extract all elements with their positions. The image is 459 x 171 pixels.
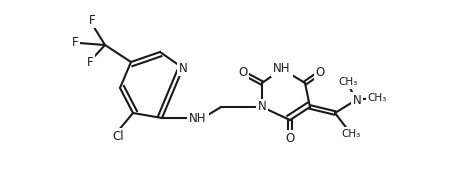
Text: N: N bbox=[257, 101, 266, 114]
Text: CH₃: CH₃ bbox=[341, 129, 360, 139]
Text: Cl: Cl bbox=[112, 129, 123, 142]
Text: N: N bbox=[178, 62, 187, 75]
Text: F: F bbox=[86, 56, 93, 69]
Text: O: O bbox=[315, 65, 324, 78]
Text: N: N bbox=[352, 94, 361, 107]
Text: O: O bbox=[285, 131, 294, 144]
Text: NH: NH bbox=[273, 62, 290, 76]
Text: CH₃: CH₃ bbox=[367, 93, 386, 103]
Text: O: O bbox=[238, 65, 247, 78]
Text: CH₃: CH₃ bbox=[338, 77, 357, 87]
Text: NH: NH bbox=[189, 111, 206, 124]
Text: F: F bbox=[72, 36, 78, 49]
Text: F: F bbox=[89, 14, 95, 27]
